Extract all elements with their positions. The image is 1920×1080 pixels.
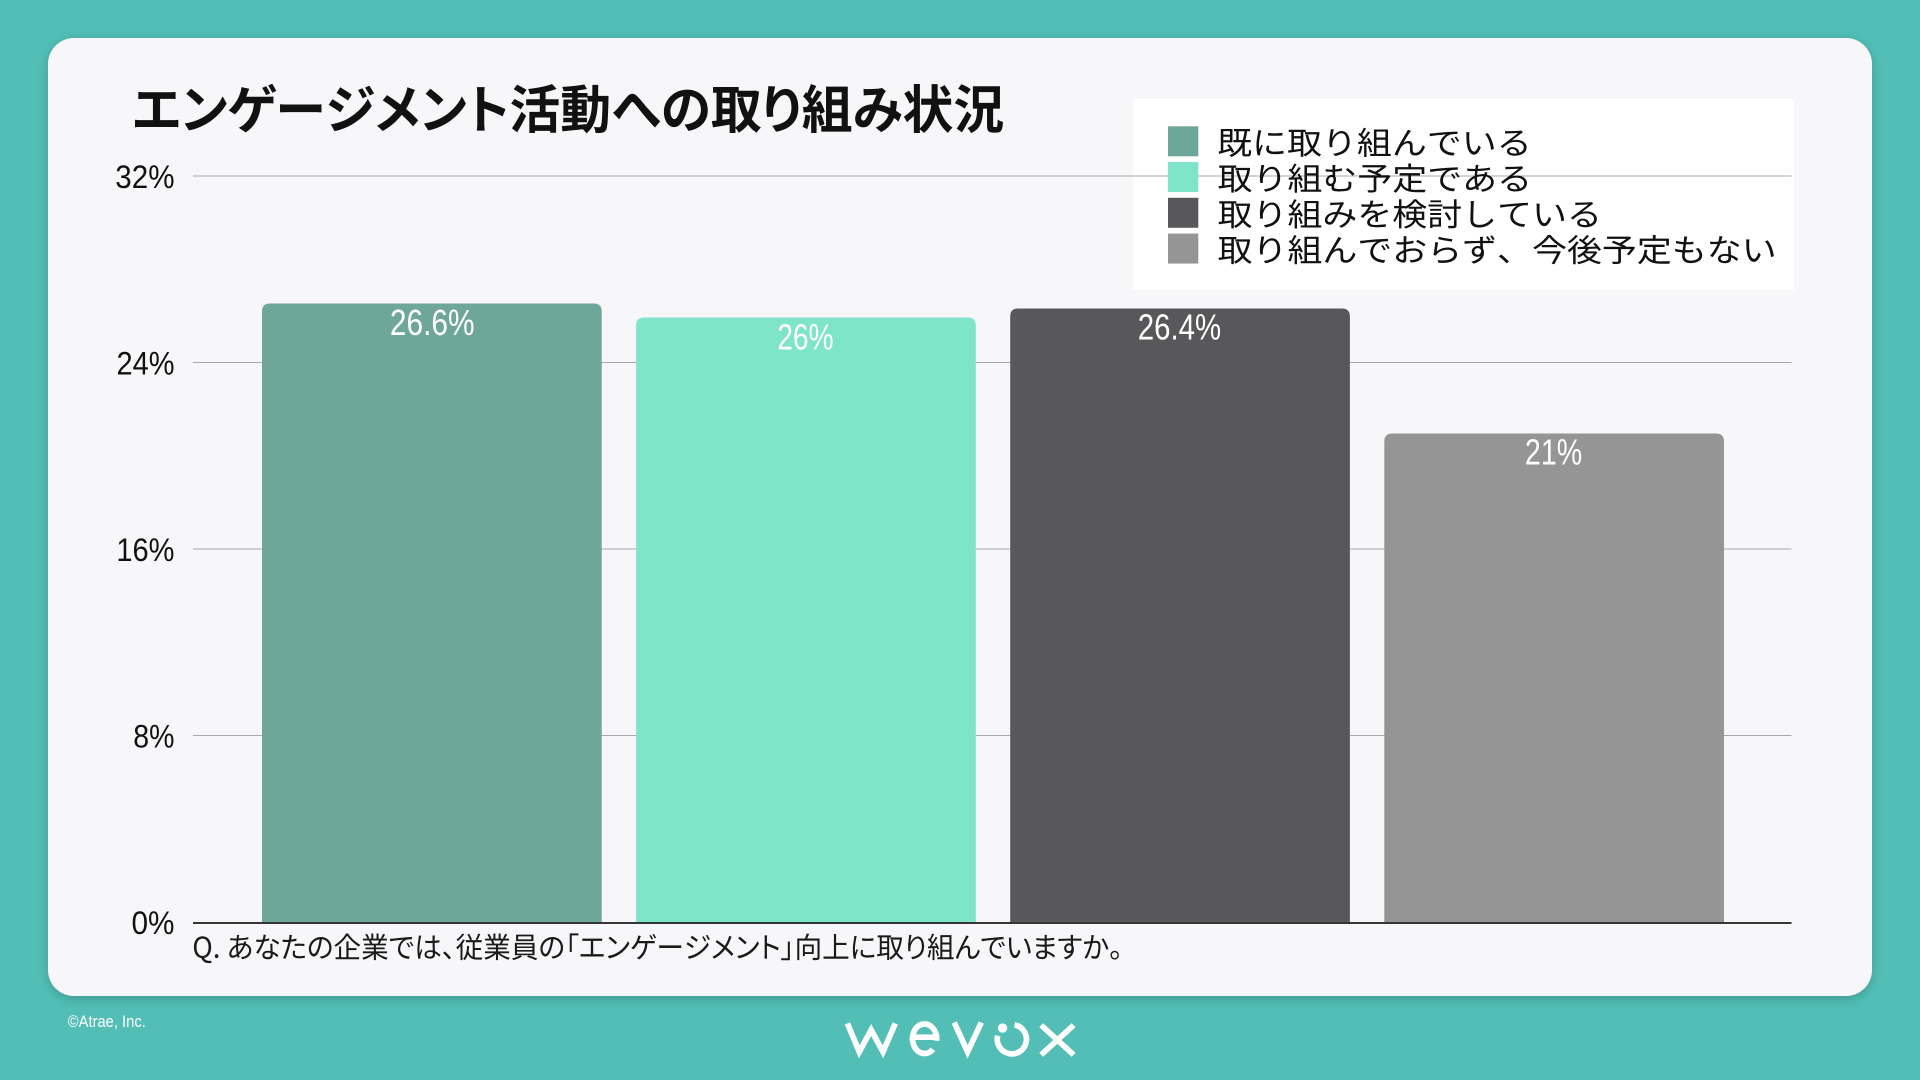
svg-text:26.4%: 26.4% (1138, 307, 1221, 348)
svg-text:©Atrae, Inc.: ©Atrae, Inc. (68, 1012, 146, 1031)
svg-text:32%: 32% (115, 159, 174, 195)
svg-text:24%: 24% (117, 345, 175, 381)
svg-text:0%: 0% (132, 905, 175, 941)
svg-text:26%: 26% (777, 317, 833, 358)
svg-text:8%: 8% (133, 718, 174, 754)
svg-text:26.6%: 26.6% (390, 302, 475, 343)
svg-text:21%: 21% (1525, 432, 1582, 473)
svg-text:16%: 16% (116, 532, 174, 568)
